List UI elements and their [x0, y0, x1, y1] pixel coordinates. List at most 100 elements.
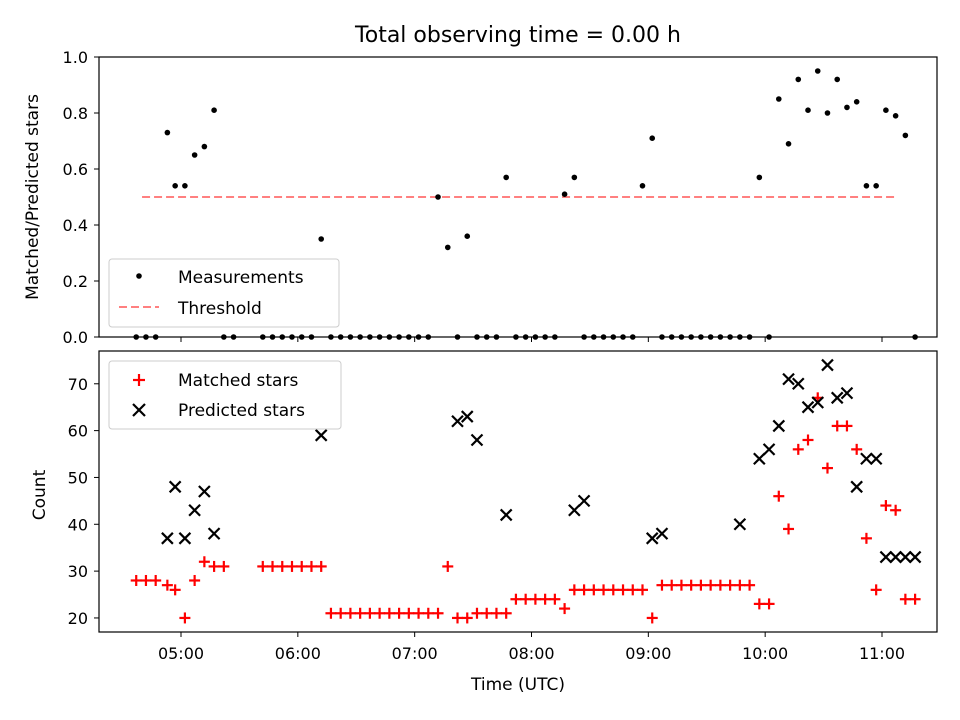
matched-star-point	[344, 607, 356, 619]
bottom-x-ticks: 05:00 06:00 07:00 08:00 09:00 10:00 11:00	[158, 632, 905, 663]
predicted-star-points	[161, 358, 922, 564]
predicted-star-point	[161, 532, 174, 545]
bottom-y-tick-label: 60	[68, 422, 88, 441]
bottom-legend: Matched stars Predicted stars	[108, 360, 342, 430]
predicted-star-point	[860, 452, 873, 465]
matched-star-point	[161, 579, 173, 591]
measurement-point	[503, 174, 509, 181]
matched-star-point	[286, 560, 298, 572]
matched-star-point	[529, 593, 541, 605]
matched-star-point	[189, 574, 201, 586]
top-panel: 0.0 0.2 0.4 0.6 0.8 1.0 Matched/Predicted sta…	[23, 48, 938, 347]
matched-star-point	[422, 607, 434, 619]
matched-star-point	[724, 579, 736, 591]
matched-star-point	[267, 560, 279, 572]
matched-star-points	[130, 392, 921, 624]
top-y-tick-label: 0.4	[63, 216, 88, 235]
matched-star-point	[646, 612, 658, 624]
predicted-star-point	[178, 532, 192, 545]
bottom-panel: 20 30 40 50 60 70 05:00 06:00 07:00 08:00 09:00 10…	[30, 350, 938, 695]
matched-star-point	[578, 584, 590, 596]
matched-star-point	[656, 579, 668, 591]
matched-star-point	[354, 607, 366, 619]
measurement-point	[571, 174, 578, 181]
predicted-star-point	[645, 532, 659, 545]
legend-matched-label: Matched stars	[178, 371, 298, 391]
matched-star-point	[899, 593, 911, 605]
measurement-point	[182, 183, 188, 189]
matched-star-point	[179, 612, 191, 624]
predicted-star-point	[207, 527, 221, 540]
measurement-point	[172, 183, 178, 189]
bottom-legend-frame	[108, 360, 342, 430]
bottom-x-tick-label: 07:00	[392, 644, 438, 663]
matched-star-point	[413, 607, 425, 619]
measurement-point	[164, 129, 171, 136]
matched-star-point	[880, 500, 892, 512]
matched-star-point	[432, 607, 444, 619]
matched-star-point	[870, 584, 882, 596]
bottom-x-tick-label: 10:00	[742, 644, 788, 663]
matched-star-point	[403, 607, 415, 619]
top-y-tick-label: 0.6	[63, 160, 88, 179]
measurement-point	[795, 76, 802, 83]
predicted-star-point	[772, 419, 786, 433]
legend-threshold-label: Threshold	[177, 299, 262, 319]
top-y-ticks: 0.0 0.2 0.4 0.6 0.8 1.0	[63, 48, 99, 347]
bottom-y-tick-label: 50	[68, 468, 88, 487]
predicted-star-point	[830, 391, 844, 405]
matched-star-point	[325, 607, 337, 619]
matched-star-point	[607, 584, 619, 596]
legend-predicted-label: Predicted stars	[178, 401, 305, 421]
measurement-point	[873, 183, 879, 189]
bottom-x-tick-label: 09:00	[625, 644, 671, 663]
matched-star-point	[198, 556, 210, 568]
matched-star-point	[305, 560, 317, 572]
measurement-point	[844, 104, 850, 111]
matched-star-point	[559, 603, 571, 615]
matched-star-point	[666, 579, 678, 591]
matched-star-point	[549, 593, 561, 605]
measurement-point	[464, 233, 471, 239]
predicted-star-point	[782, 372, 795, 386]
legend-matched-marker	[133, 374, 145, 386]
legend-measurements-marker	[136, 273, 142, 279]
measurement-point	[824, 110, 831, 116]
legend-measurements-label: Measurements	[178, 268, 304, 288]
predicted-star-point	[168, 480, 182, 494]
top-y-tick-label: 0.8	[63, 104, 88, 123]
measurement-point	[649, 135, 656, 141]
predicted-star-point	[753, 452, 766, 465]
matched-star-point	[374, 607, 386, 619]
matched-star-point	[461, 612, 473, 624]
matched-star-point	[763, 598, 775, 610]
bottom-y-tick-label: 40	[68, 515, 88, 534]
matched-star-point	[753, 598, 765, 610]
matched-star-point	[792, 443, 804, 455]
matched-star-point	[695, 579, 707, 591]
matched-star-point	[821, 462, 833, 474]
bottom-y-ticks: 20 30 40 50 60 70	[68, 375, 99, 628]
matched-star-point	[140, 574, 152, 586]
matched-star-point	[568, 584, 580, 596]
predicted-star-point	[577, 494, 591, 508]
bottom-x-tick-label: 08:00	[508, 644, 554, 663]
measurement-point	[883, 107, 889, 113]
matched-star-point	[383, 607, 395, 619]
matched-star-point	[490, 607, 502, 619]
predicted-star-point	[791, 377, 805, 391]
matched-star-point	[851, 443, 863, 455]
matched-star-point	[705, 579, 717, 591]
top-legend-frame	[108, 258, 340, 328]
predicted-star-point	[889, 550, 902, 564]
measurement-point	[211, 107, 217, 113]
measurement-point	[444, 244, 451, 251]
matched-star-point	[520, 593, 532, 605]
matched-star-point	[598, 584, 610, 596]
matched-star-point	[685, 579, 697, 591]
matched-star-point	[636, 584, 648, 596]
matched-star-point	[481, 607, 493, 619]
measurement-point	[435, 194, 441, 200]
measurement-point	[561, 191, 568, 197]
matched-star-point	[539, 593, 551, 605]
